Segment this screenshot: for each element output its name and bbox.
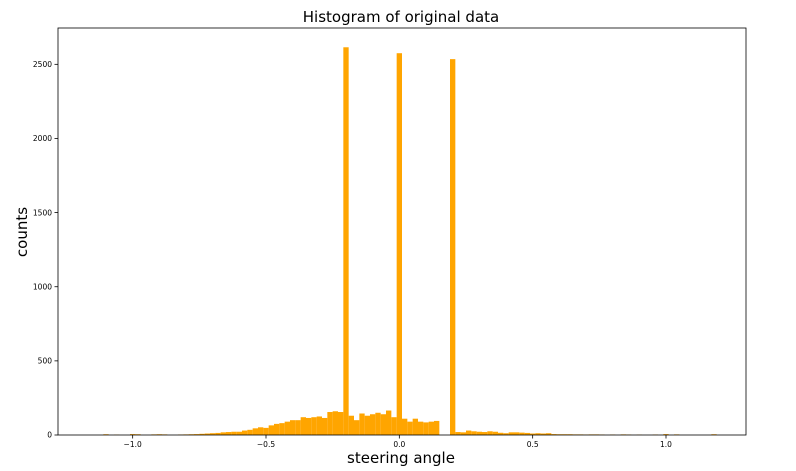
histogram-bar bbox=[530, 433, 536, 435]
histogram-bar bbox=[348, 415, 354, 435]
histogram-bar bbox=[423, 422, 429, 435]
histogram-bar bbox=[476, 431, 482, 435]
histogram-bar bbox=[455, 432, 461, 435]
histogram-bar bbox=[231, 431, 237, 435]
histogram-bar bbox=[546, 433, 552, 435]
y-tick-label: 1500 bbox=[33, 208, 52, 217]
histogram-bar bbox=[450, 59, 456, 436]
histogram-bar bbox=[343, 47, 349, 435]
histogram-bar bbox=[215, 432, 221, 435]
histogram-bar bbox=[258, 427, 264, 435]
histogram-bar bbox=[284, 421, 290, 435]
histogram-bar bbox=[540, 433, 546, 435]
histogram-bar bbox=[386, 410, 392, 435]
histogram-bar bbox=[220, 432, 226, 435]
histogram-bar bbox=[524, 432, 530, 435]
histogram-bar bbox=[535, 433, 541, 435]
histogram-bars bbox=[103, 47, 717, 436]
histogram-bar bbox=[434, 420, 440, 435]
histogram-bar bbox=[519, 432, 525, 435]
x-axis-ticks: −1.0 −0.5 0.0 0.5 1.0 bbox=[124, 435, 672, 449]
histogram-bar bbox=[354, 420, 360, 435]
x-tick-label: −1.0 bbox=[124, 440, 142, 449]
histogram-bar bbox=[471, 431, 477, 435]
histogram-bar bbox=[199, 433, 205, 435]
x-axis-label: steering angle bbox=[347, 449, 455, 467]
histogram-bar bbox=[396, 53, 402, 435]
histogram-bar bbox=[364, 415, 370, 435]
histogram-bar bbox=[503, 433, 509, 435]
histogram-bar bbox=[252, 428, 258, 435]
histogram-bar bbox=[412, 418, 418, 435]
histogram-bar bbox=[295, 420, 301, 435]
histogram-bar bbox=[551, 434, 557, 435]
histogram-bar bbox=[482, 432, 488, 435]
y-axis-label: counts bbox=[13, 207, 31, 257]
histogram-bar bbox=[263, 427, 269, 435]
plot-frame bbox=[57, 27, 747, 436]
histogram-bar bbox=[402, 418, 408, 435]
histogram-bar bbox=[460, 432, 466, 435]
histogram-bar bbox=[204, 433, 210, 435]
histogram-bar bbox=[418, 421, 424, 435]
histogram-bar bbox=[332, 411, 338, 435]
x-tick-label: 0.5 bbox=[527, 440, 539, 449]
histogram-bar bbox=[466, 430, 472, 435]
histogram-bar bbox=[487, 431, 493, 435]
histogram-bar bbox=[306, 417, 312, 435]
histogram-bar bbox=[236, 431, 242, 435]
histogram-bar bbox=[242, 430, 248, 435]
histogram-bar bbox=[514, 432, 520, 435]
chart-title: Histogram of original data bbox=[303, 8, 499, 26]
histogram-bar bbox=[492, 431, 498, 435]
histogram-bar bbox=[380, 414, 386, 435]
histogram-bar bbox=[407, 421, 413, 435]
histogram-bar bbox=[327, 412, 333, 435]
histogram-bar bbox=[663, 434, 669, 435]
histogram-bar bbox=[300, 417, 306, 435]
histogram-bar bbox=[194, 434, 200, 435]
y-tick-label: 500 bbox=[38, 357, 53, 366]
histogram-bar bbox=[274, 423, 280, 435]
y-tick-label: 2500 bbox=[33, 60, 52, 69]
histogram-bar bbox=[428, 421, 434, 435]
histogram-bar bbox=[279, 423, 285, 435]
histogram-bar bbox=[316, 416, 322, 435]
histogram-bar bbox=[370, 414, 376, 435]
histogram-bar bbox=[268, 425, 274, 435]
histogram-bar bbox=[375, 412, 381, 435]
histogram-bar bbox=[210, 433, 216, 435]
histogram-bar bbox=[130, 434, 136, 435]
y-tick-label: 1000 bbox=[33, 282, 52, 291]
histogram-bar bbox=[391, 417, 397, 435]
histogram-bar bbox=[498, 432, 504, 435]
x-tick-label: 1.0 bbox=[660, 440, 672, 449]
histogram-bar bbox=[290, 420, 296, 435]
histogram-bar bbox=[338, 412, 344, 435]
x-tick-label: 0.0 bbox=[393, 440, 405, 449]
x-tick-label: −0.5 bbox=[257, 440, 275, 449]
histogram-bar bbox=[359, 413, 365, 435]
y-tick-label: 2000 bbox=[33, 134, 52, 143]
histogram-bar bbox=[322, 417, 328, 435]
y-tick-label: 0 bbox=[47, 431, 52, 440]
histogram-bar bbox=[311, 417, 317, 435]
histogram-bar bbox=[247, 429, 253, 435]
y-axis-ticks: 0 500 1000 1500 2000 2500 bbox=[33, 60, 58, 440]
histogram-bar bbox=[226, 432, 232, 435]
histogram-bar bbox=[508, 432, 514, 435]
